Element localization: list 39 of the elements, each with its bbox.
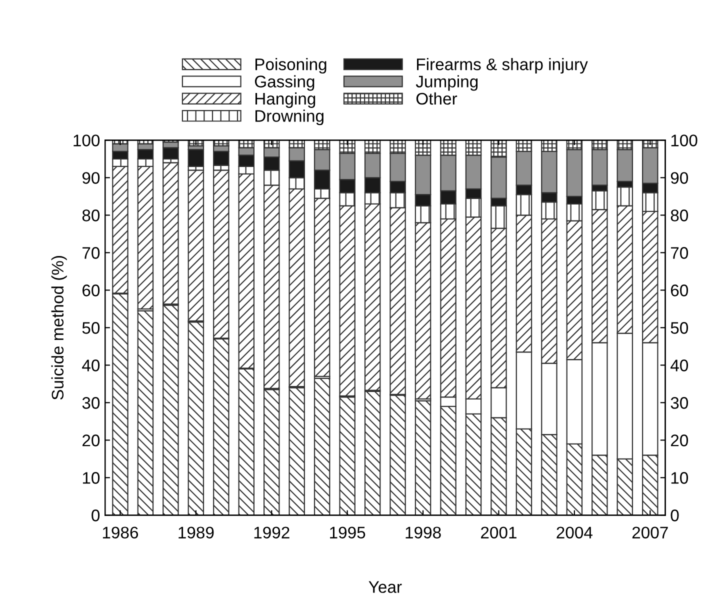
y-tick-label: 30 — [82, 397, 100, 409]
y-tick-label: 100 — [74, 134, 100, 146]
y2-tick-label: 10 — [671, 472, 688, 484]
y2-tick-label: 50 — [670, 322, 688, 334]
x-tick-label: 2004 — [556, 526, 592, 538]
legend-label: Jumping — [416, 75, 478, 91]
y-tick-label: 0 — [92, 510, 100, 522]
y2-tick-label: 0 — [670, 510, 679, 522]
legend-label: Poisoning — [255, 58, 326, 74]
y-tick-label: 60 — [82, 284, 100, 296]
y-tick-label: 50 — [82, 322, 100, 334]
y2-tick-label: 80 — [670, 210, 688, 222]
x-tick-label: 2007 — [632, 526, 668, 538]
x-tick-label: 1995 — [330, 526, 366, 538]
x-tick-label: 2001 — [481, 526, 516, 538]
legend-label: Hanging — [255, 92, 316, 108]
x-tick-label: 1986 — [102, 526, 138, 538]
y-tick-label: 70 — [82, 247, 100, 259]
y2-tick-label: 60 — [670, 284, 688, 296]
x-tick-label: 1989 — [178, 526, 214, 538]
legend-label: Gassing — [254, 75, 314, 91]
y2-tick-label: 40 — [670, 360, 688, 372]
legend-label: Firearms & sharp injury — [417, 58, 588, 74]
x-tick-label: 1998 — [406, 526, 441, 538]
y2-tick-label: 20 — [670, 434, 688, 446]
y-axis-title: Suicide method (%) — [51, 256, 67, 400]
x-tick-label: 1992 — [254, 526, 290, 538]
y-tick-label: 40 — [82, 360, 100, 372]
y-tick-label: 80 — [82, 210, 100, 222]
legend-label: Drowning — [255, 110, 324, 126]
y2-tick-label: 70 — [670, 247, 688, 259]
y2-tick-label: 30 — [670, 397, 688, 409]
y2-tick-label: 90 — [670, 172, 688, 184]
y-tick-label: 20 — [82, 434, 100, 446]
x-axis-title: Year — [368, 581, 402, 593]
y2-tick-label: 100 — [671, 134, 698, 146]
legend-label: Other — [416, 92, 458, 105]
y-tick-label: 10 — [82, 472, 100, 484]
y-tick-label: 90 — [82, 172, 100, 184]
